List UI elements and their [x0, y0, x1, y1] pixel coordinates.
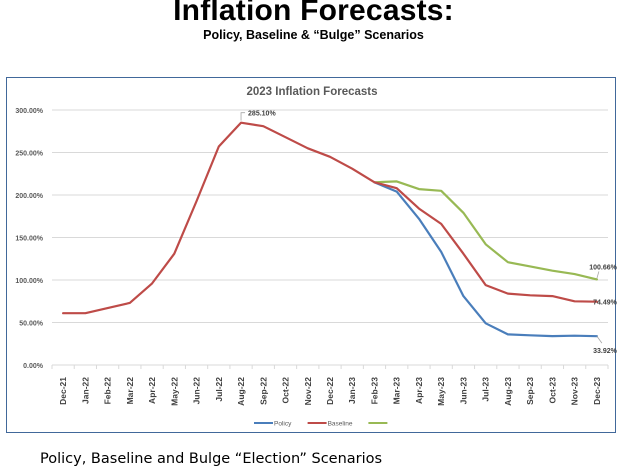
slide-caption: Policy, Baseline and Bulge “Election” Sc… [40, 451, 383, 467]
series-lines [61, 121, 599, 338]
data-label: 33.92% [593, 348, 617, 355]
x-tick-label: Apr-22 [147, 377, 157, 404]
x-tick-label: Jul-22 [214, 377, 224, 402]
x-tick-label: Dec-23 [592, 377, 602, 405]
x-tick-label: Jun-22 [192, 377, 202, 405]
x-tick-label: Mar-22 [125, 377, 135, 405]
data-label: 100.66% [589, 264, 617, 271]
legend: Policy Baseline [254, 421, 388, 428]
line-chart: 2023 Inflation Forecasts 0.00% 50.00% 100.… [15, 86, 617, 428]
y-axis-tick-labels: 0.00% 50.00% 100.00% 150.00% 200.00% 250.00% 3… [15, 108, 43, 370]
leader-line [596, 335, 603, 344]
x-axis: Dec-21 Jan-22 Feb-22 Mar-22 Apr-22 May-22 Jun-… [51, 364, 609, 406]
legend-label: Policy [274, 421, 292, 428]
x-tick-label: Dec-22 [325, 377, 335, 405]
x-tick-label: Oct-23 [547, 377, 557, 404]
x-tick-label: Dec-21 [58, 377, 68, 405]
y-tick-label: 200.00% [15, 193, 43, 200]
leader-line [596, 271, 600, 279]
x-tick-label: Feb-22 [103, 377, 113, 405]
x-tick-label: Jun-23 [458, 377, 468, 405]
legend-label: Baseline [328, 421, 353, 428]
leader-line [240, 112, 246, 121]
x-tick-label: Nov-23 [570, 377, 580, 406]
x-tick-label: May-23 [436, 377, 446, 406]
x-tick-label: Aug-22 [236, 377, 246, 406]
y-tick-label: 100.00% [15, 278, 43, 285]
x-tick-label: Feb-23 [369, 377, 379, 405]
data-label: 74.49% [593, 300, 617, 307]
data-labels: 285.10% 100.66% 74.49% 33.92% [240, 111, 617, 355]
data-label: 285.10% [248, 111, 276, 118]
x-tick-label: Jan-23 [347, 377, 357, 404]
x-tick-label: May-22 [169, 377, 179, 406]
y-tick-label: 300.00% [15, 108, 43, 115]
x-tick-label: Nov-22 [303, 377, 313, 406]
series-line-baseline [61, 121, 599, 315]
x-tick-label: Mar-23 [392, 377, 402, 405]
x-tick-label: Oct-22 [281, 377, 291, 404]
gridlines [52, 109, 608, 323]
x-tick-label: Jan-22 [80, 377, 90, 404]
x-tick-label: Jul-23 [481, 377, 491, 402]
page-title: Inflation Forecasts: [173, 0, 454, 27]
x-tick-label: Sep-23 [525, 377, 535, 405]
page-subtitle: Policy, Baseline & “Bulge” Scenarios [203, 28, 424, 42]
x-tick-label: Apr-23 [414, 377, 424, 404]
chart-container: 2023 Inflation Forecasts 0.00% 50.00% 100.… [6, 77, 617, 433]
y-tick-label: 50.00% [19, 321, 44, 328]
y-tick-label: 150.00% [15, 236, 43, 243]
y-tick-label: 250.00% [15, 151, 43, 158]
series-line-bulge [373, 180, 599, 281]
x-tick-label: Aug-23 [503, 377, 513, 406]
series-line-policy [373, 181, 599, 338]
chart-title: 2023 Inflation Forecasts [246, 86, 377, 98]
x-tick-label: Sep-22 [258, 377, 268, 405]
y-tick-label: 0.00% [23, 363, 44, 370]
